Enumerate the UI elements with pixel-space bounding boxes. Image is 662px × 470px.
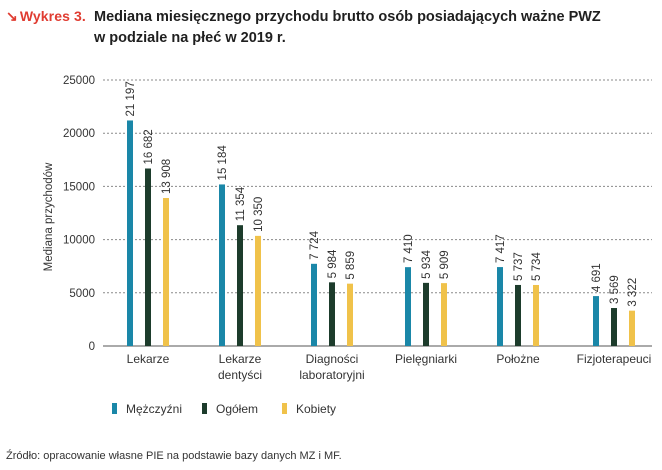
x-tick-label: Diagności [306,352,359,366]
bar [237,225,243,346]
data-label: 4 691 [591,263,603,292]
bar [405,267,411,346]
bar [127,120,133,346]
data-label: 7 417 [495,234,507,263]
data-label: 5 909 [439,250,451,279]
bar [497,267,503,346]
source-note: Źródło: opracowanie własne PIE na podsta… [6,450,342,462]
data-label: 5 737 [513,252,525,281]
y-tick-label: 10000 [63,235,95,247]
x-tick-label: Fizjoterapeuci [577,352,652,366]
data-label: 5 984 [327,249,339,278]
legend-label: Ogółem [216,402,258,416]
legend-label: Mężczyźni [126,402,182,416]
data-label: 16 682 [143,129,155,164]
legend-swatch [112,403,117,414]
bar [441,283,447,346]
data-label: 3 569 [609,275,621,304]
x-tick-label: Pielęgniarki [395,352,457,366]
data-label: 3 322 [627,278,639,307]
figure-number: Wykres 3. [19,8,86,24]
y-tick-label: 5000 [69,288,95,300]
data-label: 10 350 [253,197,265,232]
chart-title-line-2: w podziale na płeć w 2019 r. [94,30,286,46]
y-tick-label: 0 [89,341,95,353]
bar [145,168,151,346]
x-tick-label: laboratoryjni [299,368,364,382]
data-label: 11 354 [235,186,247,221]
chart-header: ↘ Wykres 3. Mediana miesięcznego przychod… [6,6,656,50]
bar [533,284,539,346]
y-axis-title: Mediana przychodów [43,162,55,271]
x-tick-label: Lekarze [127,352,170,366]
legend-swatch [282,403,287,414]
legend-label: Kobiety [296,402,336,416]
x-tick-label: dentyści [218,368,262,382]
bar [611,308,617,346]
y-tick-label: 25000 [63,75,95,87]
data-label: 15 184 [217,145,229,181]
y-tick-label: 20000 [63,128,95,140]
data-label: 5 859 [345,251,357,280]
data-label: 13 908 [161,159,173,194]
bar [219,184,225,346]
data-label: 5 934 [421,249,433,278]
bar [311,263,317,346]
x-tick-label: Lekarze [219,352,262,366]
bar [329,282,335,346]
bar [423,282,429,346]
bar [163,198,169,346]
chart-title-line-1: Mediana miesięcznego przychodu brutto os… [94,9,601,25]
y-tick-label: 15000 [63,181,95,193]
bar [515,284,521,346]
chart-title: Mediana miesięcznego przychodu brutto os… [94,7,634,49]
figure-badge: ↘ Wykres 3. [6,8,86,25]
arrow-icon: ↘ [6,8,18,24]
x-tick-label: Położne [496,352,540,366]
legend-swatch [202,403,207,414]
data-label: 7 724 [309,230,321,259]
data-label: 21 197 [125,81,137,116]
data-label: 5 734 [531,252,543,281]
bar [593,296,599,346]
data-label: 7 410 [403,234,415,263]
bar [255,235,261,346]
bar [347,283,353,346]
bar [629,310,635,346]
